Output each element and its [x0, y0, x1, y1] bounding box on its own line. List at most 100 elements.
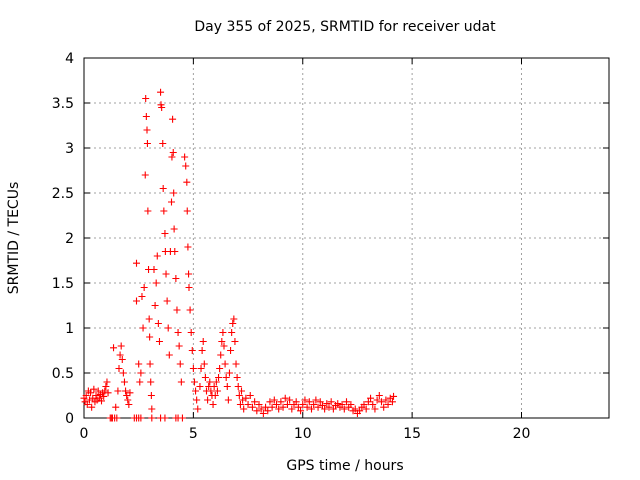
data-point: [112, 403, 120, 411]
data-point: [281, 394, 289, 402]
data-point: [94, 387, 102, 395]
data-point: [98, 397, 105, 405]
data-point: [318, 401, 326, 409]
data-point: [117, 342, 125, 350]
data-point: [140, 284, 148, 291]
data-point: [185, 284, 193, 291]
data-point: [173, 306, 181, 314]
data-point: [277, 398, 285, 406]
x-tick-label: 0: [80, 426, 89, 442]
plot-frame: [83, 57, 610, 419]
data-point: [137, 414, 145, 422]
data-point: [312, 396, 320, 404]
data-point: [148, 405, 156, 413]
data-point: [380, 403, 388, 411]
data-point: [154, 320, 162, 327]
data-point: [141, 171, 149, 179]
data-point: [356, 407, 364, 415]
data-point: [213, 387, 221, 395]
data-point: [158, 104, 166, 111]
data-point: [371, 405, 379, 413]
data-point: [297, 407, 305, 415]
data-point: [334, 400, 342, 408]
data-point: [147, 392, 155, 399]
data-point: [113, 414, 121, 422]
data-point: [329, 405, 337, 413]
data-point: [189, 365, 197, 372]
data-point: [338, 401, 346, 408]
data-point: [162, 270, 170, 278]
data-point: [147, 378, 155, 386]
data-point: [255, 401, 263, 408]
data-point: [340, 405, 348, 413]
data-point: [87, 389, 95, 397]
data-point: [145, 315, 153, 323]
data-point: [234, 383, 242, 390]
data-point: [168, 198, 175, 206]
data-point: [151, 302, 159, 309]
chart-title: Day 355 of 2025, SRMTID for receiver uda…: [194, 19, 496, 35]
data-point: [183, 178, 191, 186]
data-point: [144, 207, 152, 215]
data-point: [314, 403, 322, 411]
data-markers: [80, 88, 398, 422]
data-point: [321, 405, 329, 413]
data-point: [196, 383, 204, 390]
data-point: [133, 259, 140, 267]
data-point: [270, 396, 278, 404]
data-point: [301, 396, 309, 404]
tick-labels: 0 0.5 1 1.5 2 2.5 3 3.5 4 0 5 10 15 20: [52, 51, 531, 442]
data-point: [114, 387, 122, 395]
data-point: [169, 149, 177, 156]
data-point: [118, 356, 126, 363]
data-point: [142, 95, 150, 102]
data-point: [169, 115, 177, 123]
data-point: [110, 344, 118, 352]
data-point: [174, 329, 182, 336]
y-tick-label: 2: [65, 231, 74, 247]
data-point: [327, 398, 335, 406]
data-point: [316, 398, 324, 406]
data-point: [103, 378, 111, 386]
data-point: [259, 410, 267, 417]
data-point: [369, 401, 377, 408]
data-point: [212, 378, 220, 386]
data-point: [262, 403, 270, 411]
y-tick-label: 0: [65, 411, 74, 427]
data-point: [367, 394, 375, 402]
data-point: [268, 403, 276, 411]
data-point: [217, 351, 225, 359]
data-point: [303, 403, 311, 411]
data-point: [165, 351, 173, 359]
data-point: [343, 398, 350, 406]
data-point: [235, 392, 243, 399]
data-point: [153, 252, 161, 260]
data-point: [364, 398, 372, 406]
data-point: [206, 378, 214, 386]
data-point: [244, 401, 252, 408]
data-point: [308, 405, 315, 413]
data-point: [229, 320, 237, 327]
data-point: [204, 396, 212, 404]
data-point: [104, 389, 112, 397]
data-point: [190, 378, 198, 386]
data-point: [211, 392, 219, 399]
x-tick-label: 10: [294, 426, 312, 442]
data-point: [161, 414, 169, 422]
y-tick-label: 1.5: [52, 276, 74, 292]
data-point: [286, 396, 294, 404]
data-point: [126, 389, 134, 397]
data-point: [181, 153, 189, 161]
data-point: [199, 338, 207, 345]
y-tick-label: 3: [65, 141, 74, 157]
data-point: [220, 342, 228, 350]
y-tick-label: 1: [65, 321, 74, 337]
data-point: [200, 360, 208, 368]
data-point: [124, 396, 132, 404]
data-point: [135, 360, 143, 368]
data-point: [292, 398, 300, 406]
data-point: [142, 113, 150, 120]
data-point: [146, 360, 154, 368]
data-point: [232, 360, 240, 368]
data-point: [171, 248, 179, 255]
